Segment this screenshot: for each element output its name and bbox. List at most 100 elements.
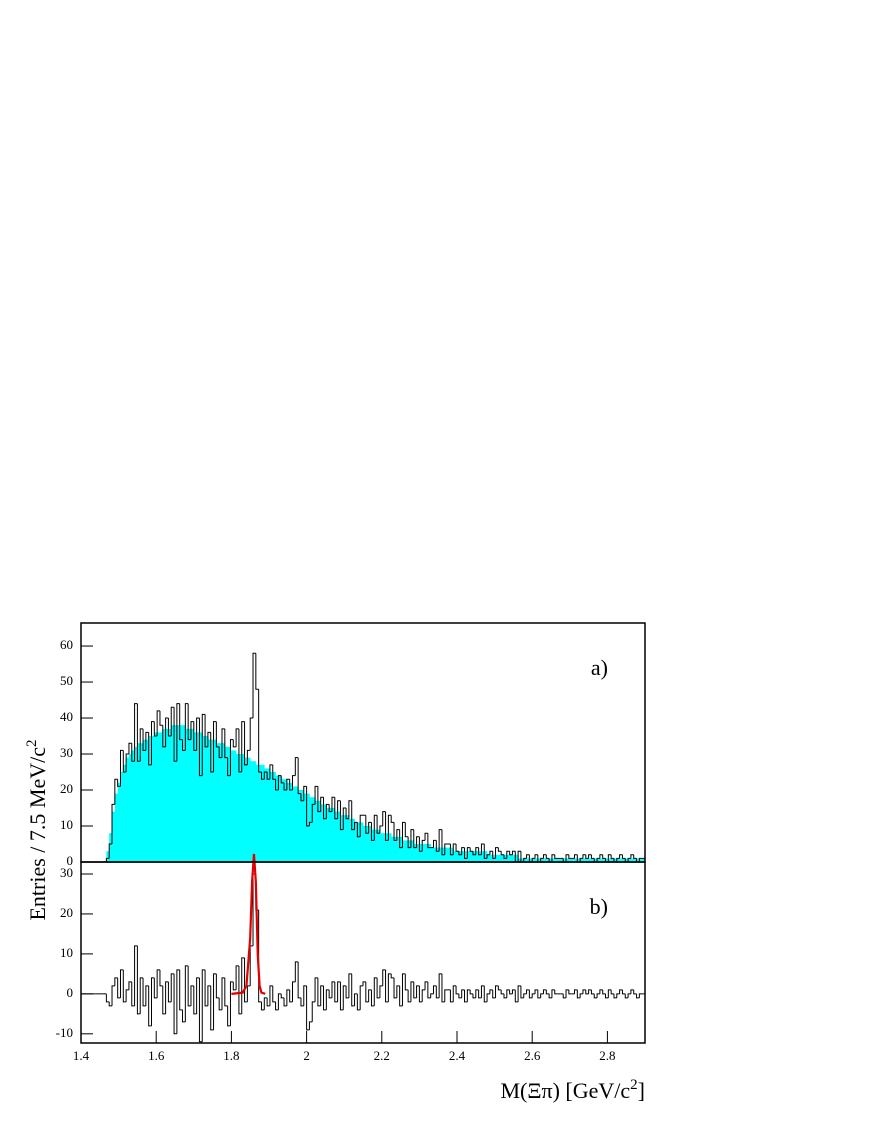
histogram-step: [244, 721, 248, 766]
histogram-step: [382, 969, 386, 986]
bar: [444, 847, 448, 862]
bar: [588, 858, 592, 862]
histogram-step: [574, 989, 578, 994]
histogram-step: [337, 800, 341, 819]
bar: [182, 725, 186, 862]
y-tick-label: 10: [60, 945, 73, 960]
bar: [236, 754, 240, 862]
histogram-step: [596, 993, 600, 998]
bar: [602, 858, 606, 862]
histogram-step: [165, 981, 169, 1014]
histogram-step: [272, 985, 276, 1003]
histogram-step: [551, 854, 555, 862]
histogram-step: [308, 1021, 313, 1030]
bar: [456, 851, 460, 862]
bar: [320, 804, 324, 862]
bar: [396, 836, 400, 862]
bar: [340, 815, 344, 862]
bar: [205, 736, 209, 862]
histogram-step: [151, 977, 155, 1026]
bar: [594, 858, 598, 862]
bar: [148, 736, 152, 862]
histogram-step: [483, 844, 488, 859]
histogram-step: [616, 993, 620, 998]
bar: [261, 764, 265, 862]
histogram-step: [131, 981, 135, 1007]
bar: [422, 844, 426, 862]
x-tick-label: 1.8: [223, 1048, 239, 1063]
bar: [143, 739, 147, 862]
bar: [636, 858, 640, 862]
histogram-step: [619, 989, 623, 994]
histogram-step: [198, 977, 203, 1043]
histogram-step: [193, 721, 197, 751]
bar: [591, 858, 595, 862]
histogram-step: [404, 822, 409, 838]
histogram-step: [218, 997, 222, 1011]
histogram-step: [153, 977, 158, 999]
histogram-step: [204, 969, 208, 1007]
histogram-step: [593, 993, 598, 999]
bar: [608, 858, 612, 862]
bar: [382, 833, 386, 862]
histogram-step: [334, 797, 338, 820]
histogram-step: [176, 703, 180, 762]
histogram-step: [416, 985, 420, 998]
histogram-step: [224, 728, 228, 759]
histogram-step: [105, 993, 110, 1003]
histogram-step: [469, 989, 473, 995]
histogram-step: [418, 985, 423, 1003]
histogram-step: [433, 839, 437, 848]
histogram-step: [565, 989, 569, 998]
histogram-step: [517, 985, 521, 1002]
histogram-step: [619, 854, 623, 859]
histogram-step: [207, 985, 211, 1006]
histogram-step: [255, 653, 259, 690]
histogram-step: [379, 985, 383, 998]
bar: [267, 768, 271, 862]
histogram-step: [607, 989, 612, 998]
bar: [385, 833, 389, 862]
histogram-step: [266, 997, 270, 1007]
histogram-step: [421, 989, 426, 1002]
bar: [309, 797, 313, 862]
bar: [281, 779, 285, 862]
histogram-step: [565, 854, 569, 862]
histogram-step: [294, 961, 299, 982]
panel: [81, 853, 645, 1043]
histogram-step: [227, 1005, 231, 1027]
histogram-step: [616, 857, 620, 862]
histogram-step: [588, 989, 592, 994]
bar: [193, 732, 197, 862]
histogram-step: [464, 847, 468, 859]
histogram-step: [520, 985, 524, 999]
histogram-step: [554, 854, 558, 859]
histogram-step: [373, 977, 378, 1006]
histogram-step: [500, 851, 504, 856]
bar: [326, 808, 330, 862]
bar: [233, 750, 237, 862]
bar: [174, 725, 178, 862]
y-tick-label: 30: [60, 745, 73, 760]
bar: [439, 847, 443, 862]
x-tick-label: 1.4: [73, 1048, 90, 1063]
y-tick-label: 10: [60, 817, 73, 832]
bar: [131, 750, 135, 862]
histogram-step: [531, 993, 536, 998]
histogram-step: [108, 843, 113, 859]
panel-frame: [80, 861, 646, 1044]
histogram-step: [272, 764, 276, 780]
histogram-step: [511, 850, 516, 855]
histogram-step: [323, 985, 327, 1011]
histogram-step: [241, 957, 245, 1014]
bar: [255, 764, 259, 862]
histogram-step: [413, 981, 417, 999]
bar: [151, 736, 155, 862]
histogram-step: [162, 725, 166, 748]
histogram-step: [590, 854, 595, 859]
bar: [619, 858, 623, 862]
bar: [199, 732, 203, 862]
histogram-step: [523, 993, 527, 998]
histogram-step: [334, 981, 338, 1003]
